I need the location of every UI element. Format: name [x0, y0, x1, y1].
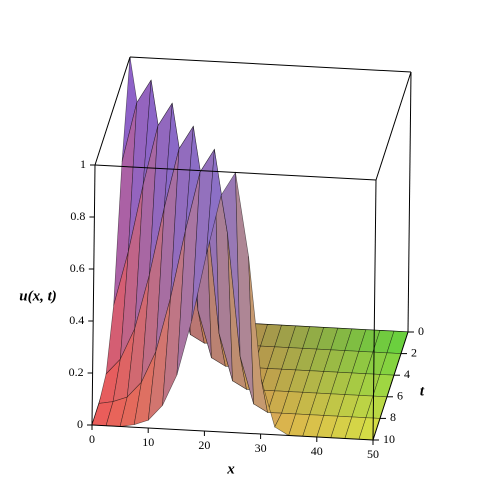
- box-edge: [94, 56, 131, 166]
- axis-line: [372, 331, 409, 441]
- x-tick-label: 10: [142, 435, 154, 449]
- surface: [91, 56, 409, 441]
- x-tick-label: 30: [255, 441, 267, 455]
- t-tick-label: 8: [390, 410, 396, 424]
- z-axis-label: u(x, t): [19, 288, 57, 304]
- x-axis-label: x: [226, 461, 235, 477]
- t-tick-label: 0: [418, 324, 424, 338]
- z-tick-label: 0.4: [69, 313, 84, 327]
- x-tick-label: 40: [311, 444, 323, 458]
- axis-line: [91, 164, 96, 426]
- x-tick-label: 50: [367, 447, 379, 461]
- z-tick-label: 0.6: [70, 261, 85, 275]
- z-tick-label: 0.8: [70, 209, 85, 223]
- z-tick-label: 1: [80, 157, 86, 171]
- t-axis-label: t: [420, 383, 425, 399]
- t-tick-label: 2: [411, 345, 417, 359]
- t-tick-label: 6: [397, 389, 403, 403]
- x-tick-label: 20: [198, 438, 210, 452]
- box-edge: [94, 164, 377, 181]
- box-edge: [372, 179, 377, 441]
- box-edge: [407, 71, 412, 333]
- t-tick-label: 10: [383, 432, 395, 446]
- z-tick-label: 0: [77, 417, 83, 431]
- x-tick-label: 0: [89, 432, 95, 446]
- z-tick-label: 0.2: [69, 365, 84, 379]
- axis-line: [91, 424, 374, 441]
- box-edge: [129, 56, 412, 73]
- t-tick-label: 4: [404, 367, 410, 381]
- box-edge: [375, 71, 412, 181]
